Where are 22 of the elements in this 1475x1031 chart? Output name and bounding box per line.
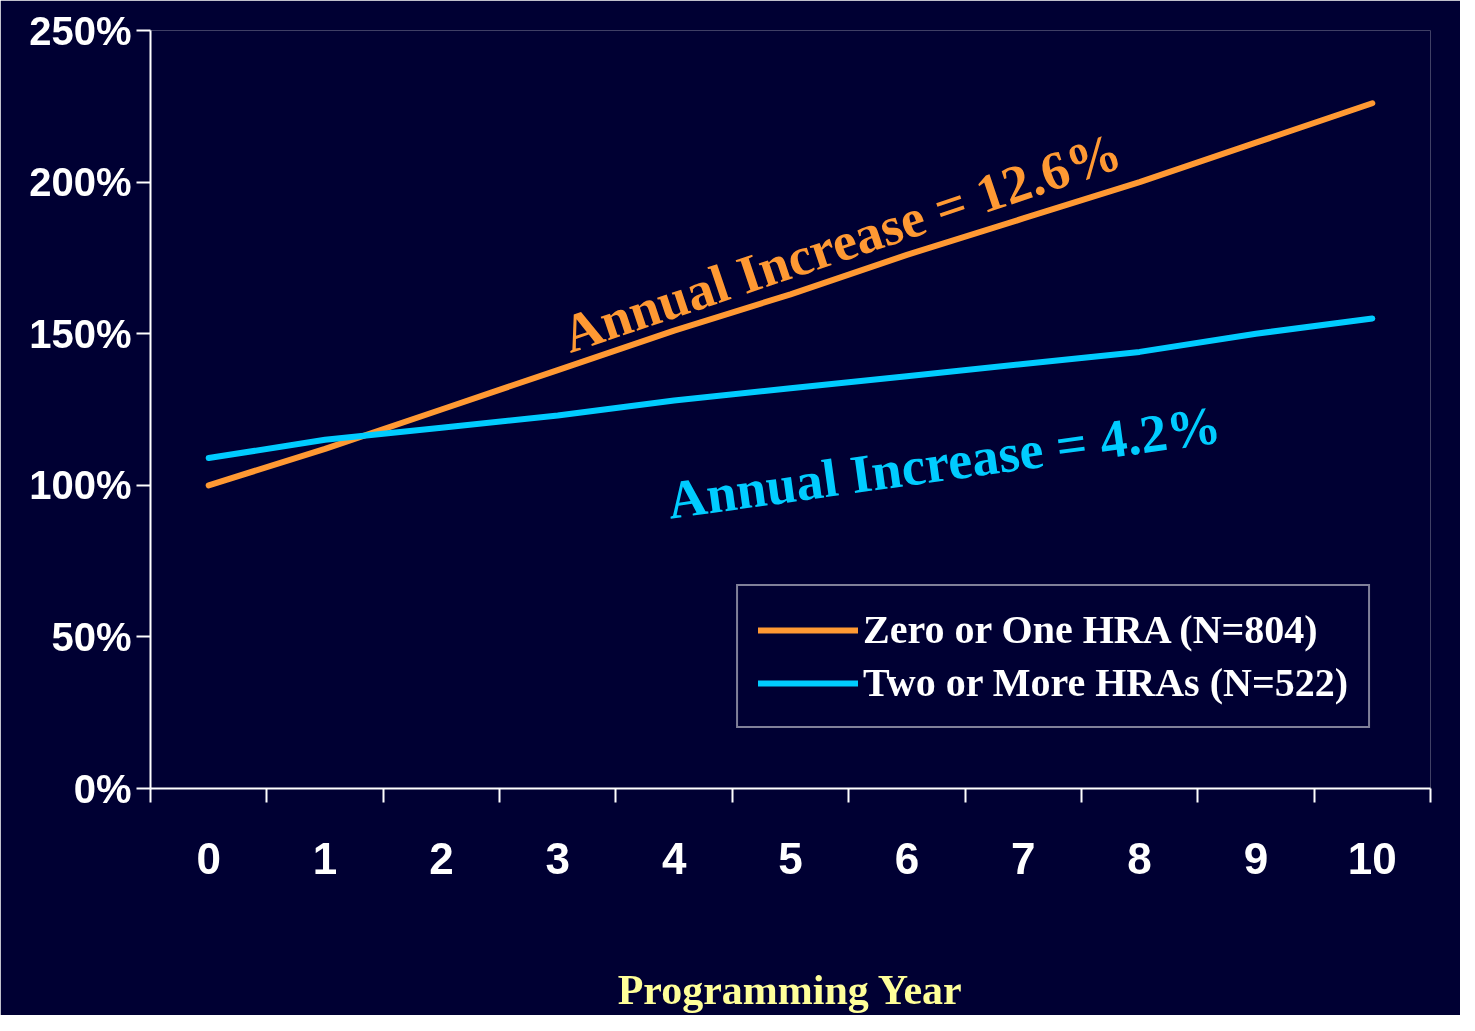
x-tick-label: 9 [1243, 833, 1269, 883]
y-tick-label: 200% [29, 160, 132, 205]
y-tick-label: 50% [51, 614, 132, 659]
y-tick-label: 100% [29, 463, 132, 508]
x-tick-label: 7 [1010, 833, 1036, 883]
x-axis-title: Programming Year [617, 966, 962, 1013]
x-tick-label: 10 [1347, 833, 1397, 883]
x-tick-label: 5 [778, 833, 803, 883]
legend-label: Zero or One HRA (N=804) [863, 606, 1318, 653]
annotation: Annual Increase = 12.6% [555, 120, 1129, 365]
y-tick-label: 150% [29, 311, 132, 356]
x-tick-label: 6 [894, 833, 920, 883]
x-tick-label: 0 [196, 833, 221, 883]
legend-label: Two or More HRAs (N=522) [863, 659, 1348, 706]
x-tick-label: 1 [312, 833, 338, 883]
x-tick-label: 2 [429, 833, 454, 883]
x-tick-label: 8 [1127, 833, 1152, 883]
y-tick-label: 250% [29, 8, 132, 53]
annotation: Annual Increase = 4.2% [663, 394, 1225, 531]
x-tick-label: 4 [661, 833, 687, 883]
y-tick-label: 0% [73, 766, 132, 811]
x-tick-label: 3 [545, 833, 571, 883]
